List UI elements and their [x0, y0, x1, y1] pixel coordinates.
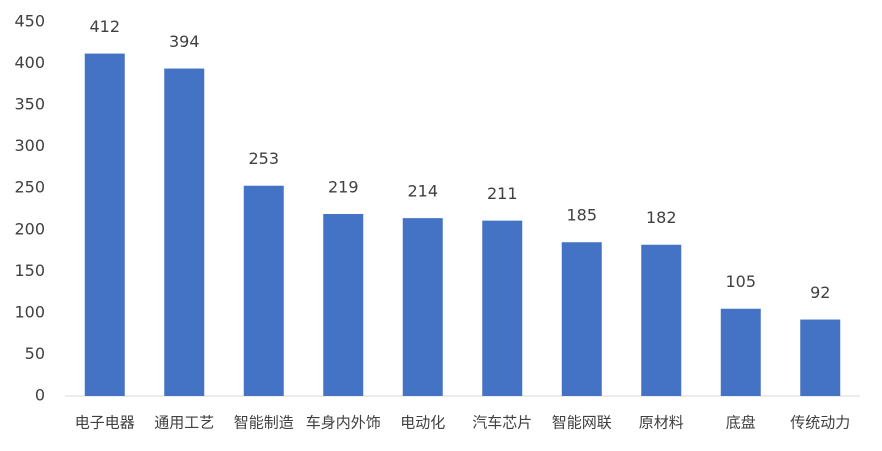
x-tick-label: 传统动力 — [790, 414, 850, 432]
x-tick-label: 智能制造 — [234, 414, 294, 432]
y-tick-label: 200 — [14, 219, 45, 238]
data-label: 253 — [248, 149, 279, 168]
y-tick-label: 150 — [14, 261, 45, 280]
bar — [84, 53, 125, 397]
x-tick-label: 通用工艺 — [154, 414, 214, 432]
y-tick-label: 450 — [14, 12, 45, 31]
bar — [561, 242, 602, 396]
bar — [482, 220, 523, 396]
bar — [720, 308, 761, 396]
y-tick-label: 400 — [14, 53, 45, 72]
data-label: 182 — [646, 208, 677, 227]
x-tick-label: 汽车芯片 — [472, 414, 532, 432]
y-tick-label: 300 — [14, 136, 45, 155]
y-tick-label: 250 — [14, 178, 45, 197]
data-label: 92 — [810, 283, 830, 302]
data-label: 185 — [566, 206, 597, 225]
y-tick-label: 50 — [25, 344, 45, 363]
x-tick-label: 电子电器 — [75, 414, 135, 432]
bar — [800, 319, 841, 396]
bar — [641, 244, 682, 396]
y-tick-label: 0 — [35, 386, 45, 405]
y-tick-label: 100 — [14, 302, 45, 321]
bar — [164, 68, 205, 396]
data-label: 105 — [725, 272, 756, 291]
x-tick-label: 电动化 — [400, 414, 445, 432]
data-label: 214 — [407, 182, 438, 201]
bar — [243, 185, 284, 396]
bar — [402, 218, 443, 396]
x-tick-label: 车身内外饰 — [306, 414, 381, 432]
x-tick-label: 底盘 — [726, 414, 756, 432]
y-tick-label: 350 — [14, 95, 45, 114]
data-label: 394 — [169, 32, 200, 51]
data-label: 211 — [487, 184, 518, 203]
x-tick-label: 原材料 — [639, 414, 684, 432]
bar — [323, 213, 364, 396]
data-label: 219 — [328, 177, 359, 196]
x-tick-label: 智能网联 — [552, 414, 612, 432]
data-label: 412 — [89, 17, 120, 36]
